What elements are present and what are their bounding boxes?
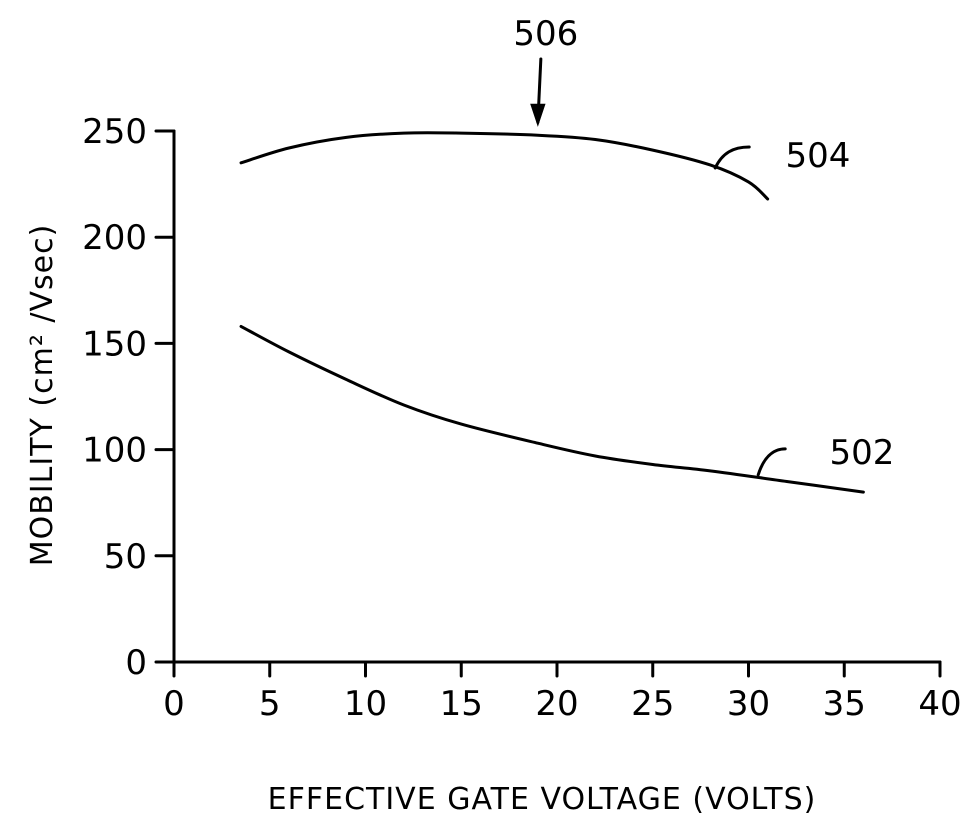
y-axis-label: MOBILITY (cm² /Vsec) (25, 224, 60, 567)
y-tick-label-200: 200 (82, 218, 147, 258)
series-label-504: 504 (786, 136, 851, 176)
annotation-layer: 506 504 502 (513, 14, 895, 477)
x-tick-label-0: 0 (163, 684, 185, 724)
x-tick-label-15: 15 (440, 684, 483, 724)
x-tick-label-10: 10 (344, 684, 387, 724)
y-tick-label-100: 100 (82, 431, 147, 471)
leader-line-504 (713, 145, 751, 170)
y-tick-label-0: 0 (125, 643, 147, 683)
x-tick-label-35: 35 (823, 684, 866, 724)
x-axis-label: EFFECTIVE GATE VOLTAGE (VOLTS) (268, 782, 817, 817)
x-tick-label-20: 20 (535, 684, 578, 724)
callout-label-506: 506 (513, 14, 578, 54)
series-label-502: 502 (830, 433, 895, 473)
ticks-layer: 0 5 10 15 20 25 30 35 40 0 50 100 150 200 250 (82, 112, 962, 724)
axes-layer (172, 129, 942, 664)
y-tick-label-50: 50 (104, 537, 147, 577)
leader-line-502 (756, 447, 787, 477)
y-tick-label-250: 250 (82, 112, 147, 152)
series-line-504 (239, 131, 770, 201)
series-line-502 (239, 324, 865, 494)
x-tick-label-5: 5 (259, 684, 281, 724)
x-tick-label-40: 40 (918, 684, 961, 724)
series-layer (239, 131, 865, 494)
callout-arrowhead-506 (530, 103, 546, 127)
y-tick-label-150: 150 (82, 324, 147, 364)
x-tick-label-25: 25 (631, 684, 674, 724)
x-tick-label-30: 30 (727, 684, 770, 724)
